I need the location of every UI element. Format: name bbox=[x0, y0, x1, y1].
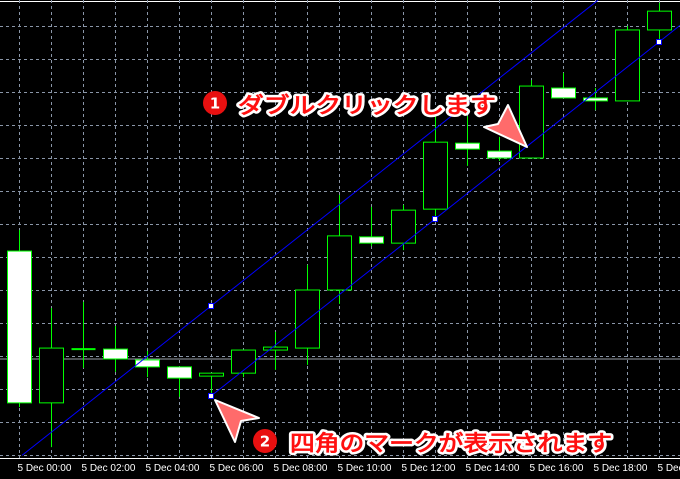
candle-body bbox=[391, 209, 416, 244]
trendline-handle[interactable] bbox=[208, 393, 214, 399]
time-label: 5 Dec 12:00 bbox=[402, 463, 456, 474]
trendline-handle[interactable] bbox=[208, 303, 214, 309]
time-label: 5 Dec 14:00 bbox=[466, 463, 520, 474]
candle-body bbox=[455, 142, 480, 150]
step-number-2: 2 bbox=[260, 433, 270, 451]
time-label: 5 Dec 04:00 bbox=[146, 463, 200, 474]
candle-body bbox=[103, 348, 128, 360]
step-badge-1 bbox=[203, 91, 227, 115]
candles bbox=[7, 2, 672, 448]
candle bbox=[455, 116, 480, 166]
annotation-text-2: 四角のマークが表示されます bbox=[290, 431, 612, 457]
candle-body bbox=[7, 250, 32, 404]
candle-body bbox=[231, 349, 256, 374]
trendline-main[interactable] bbox=[210, 25, 680, 397]
cursor-arrow-icon bbox=[483, 104, 528, 148]
step-badge-2 bbox=[253, 429, 277, 453]
candle bbox=[231, 349, 256, 378]
candle-body bbox=[551, 87, 576, 99]
time-label: 5 Dec 18:00 bbox=[594, 463, 648, 474]
candle-body bbox=[167, 366, 192, 379]
candle-body bbox=[295, 289, 320, 349]
candle bbox=[359, 206, 384, 247]
candle bbox=[263, 331, 288, 370]
annotation-2: 2 四角のマークが表示されます bbox=[214, 399, 615, 460]
candle bbox=[103, 325, 128, 372]
candle-body bbox=[583, 97, 608, 102]
candle-body bbox=[519, 85, 544, 159]
annotation-text-1: ダブルクリックします bbox=[238, 93, 496, 119]
candle bbox=[295, 264, 320, 365]
time-label: 5 Dec 10:00 bbox=[338, 463, 392, 474]
time-label: 5 Dec 06:00 bbox=[210, 463, 264, 474]
candle-body bbox=[135, 359, 160, 368]
trendline-handle[interactable] bbox=[656, 39, 662, 45]
candle-body bbox=[327, 235, 352, 291]
candle bbox=[551, 72, 576, 99]
cursor-arrow-icon bbox=[214, 399, 260, 443]
candle bbox=[71, 301, 96, 368]
candle bbox=[519, 80, 544, 159]
candle bbox=[39, 308, 64, 448]
candle bbox=[199, 372, 224, 396]
candle bbox=[647, 2, 672, 42]
trend-channel[interactable] bbox=[21, 0, 680, 456]
annotation-1: 1 ダブルクリックします bbox=[203, 91, 528, 148]
candle bbox=[423, 116, 448, 220]
candle-body bbox=[263, 346, 288, 351]
time-label: 5 Dec 02:00 bbox=[82, 463, 136, 474]
candle-body bbox=[647, 10, 672, 31]
time-label: 5 Dec 00:00 bbox=[18, 463, 72, 474]
time-axis: 0 5 Dec 00:005 Dec 02:005 Dec 04:005 Dec… bbox=[18, 463, 680, 474]
time-label: 5 Dec 16:00 bbox=[530, 463, 584, 474]
trendline-handle[interactable] bbox=[432, 216, 438, 222]
candle bbox=[135, 351, 160, 378]
candle-body bbox=[487, 150, 512, 159]
time-label: 5 Dec 20:00 bbox=[658, 463, 680, 474]
candle-body bbox=[359, 236, 384, 244]
candle bbox=[327, 194, 352, 304]
candle bbox=[615, 26, 640, 102]
time-label: 5 Dec 08:00 bbox=[274, 463, 328, 474]
trendline-parallel[interactable] bbox=[21, 0, 599, 456]
candle-body bbox=[615, 29, 640, 102]
candle-body bbox=[423, 141, 448, 210]
candle bbox=[7, 229, 32, 408]
candle bbox=[167, 366, 192, 397]
candle bbox=[487, 136, 512, 161]
candle-body bbox=[199, 372, 224, 377]
candle-body bbox=[39, 347, 64, 404]
step-number-1: 1 bbox=[210, 95, 220, 113]
grid bbox=[0, 0, 680, 458]
